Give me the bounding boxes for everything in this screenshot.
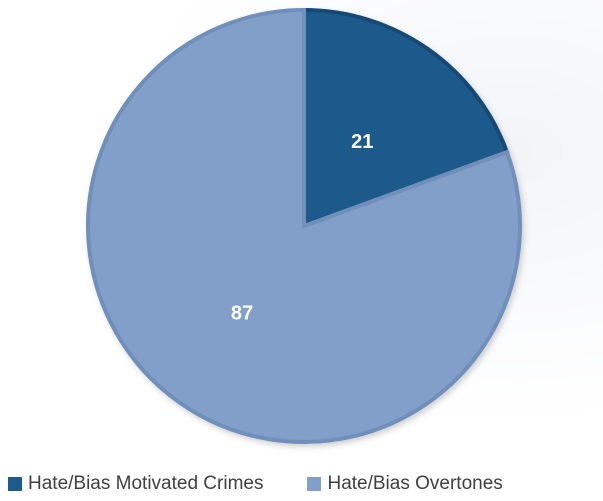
legend-item-motivated-crimes: Hate/Bias Motivated Crimes — [8, 473, 263, 495]
legend-swatch-overtones — [307, 477, 322, 491]
data-label-motivated-crimes: 21 — [351, 131, 373, 153]
pie-labels: 21 87 — [231, 131, 373, 325]
legend-swatch-motivated-crimes — [8, 477, 22, 491]
legend-label-overtones: Hate/Bias Overtones — [327, 473, 503, 494]
chart-legend: Hate/Bias Motivated Crimes Hate/Bias Ove… — [8, 470, 603, 498]
pie-slice-overtones — [86, 7, 522, 444]
data-label-overtones: 87 — [231, 303, 253, 325]
pie-slice-motivated-crimes — [302, 7, 510, 229]
legend-label-motivated-crimes: Hate/Bias Motivated Crimes — [28, 473, 264, 494]
legend-item-overtones: Hate/Bias Overtones — [307, 473, 503, 495]
pie-slices — [86, 7, 522, 444]
